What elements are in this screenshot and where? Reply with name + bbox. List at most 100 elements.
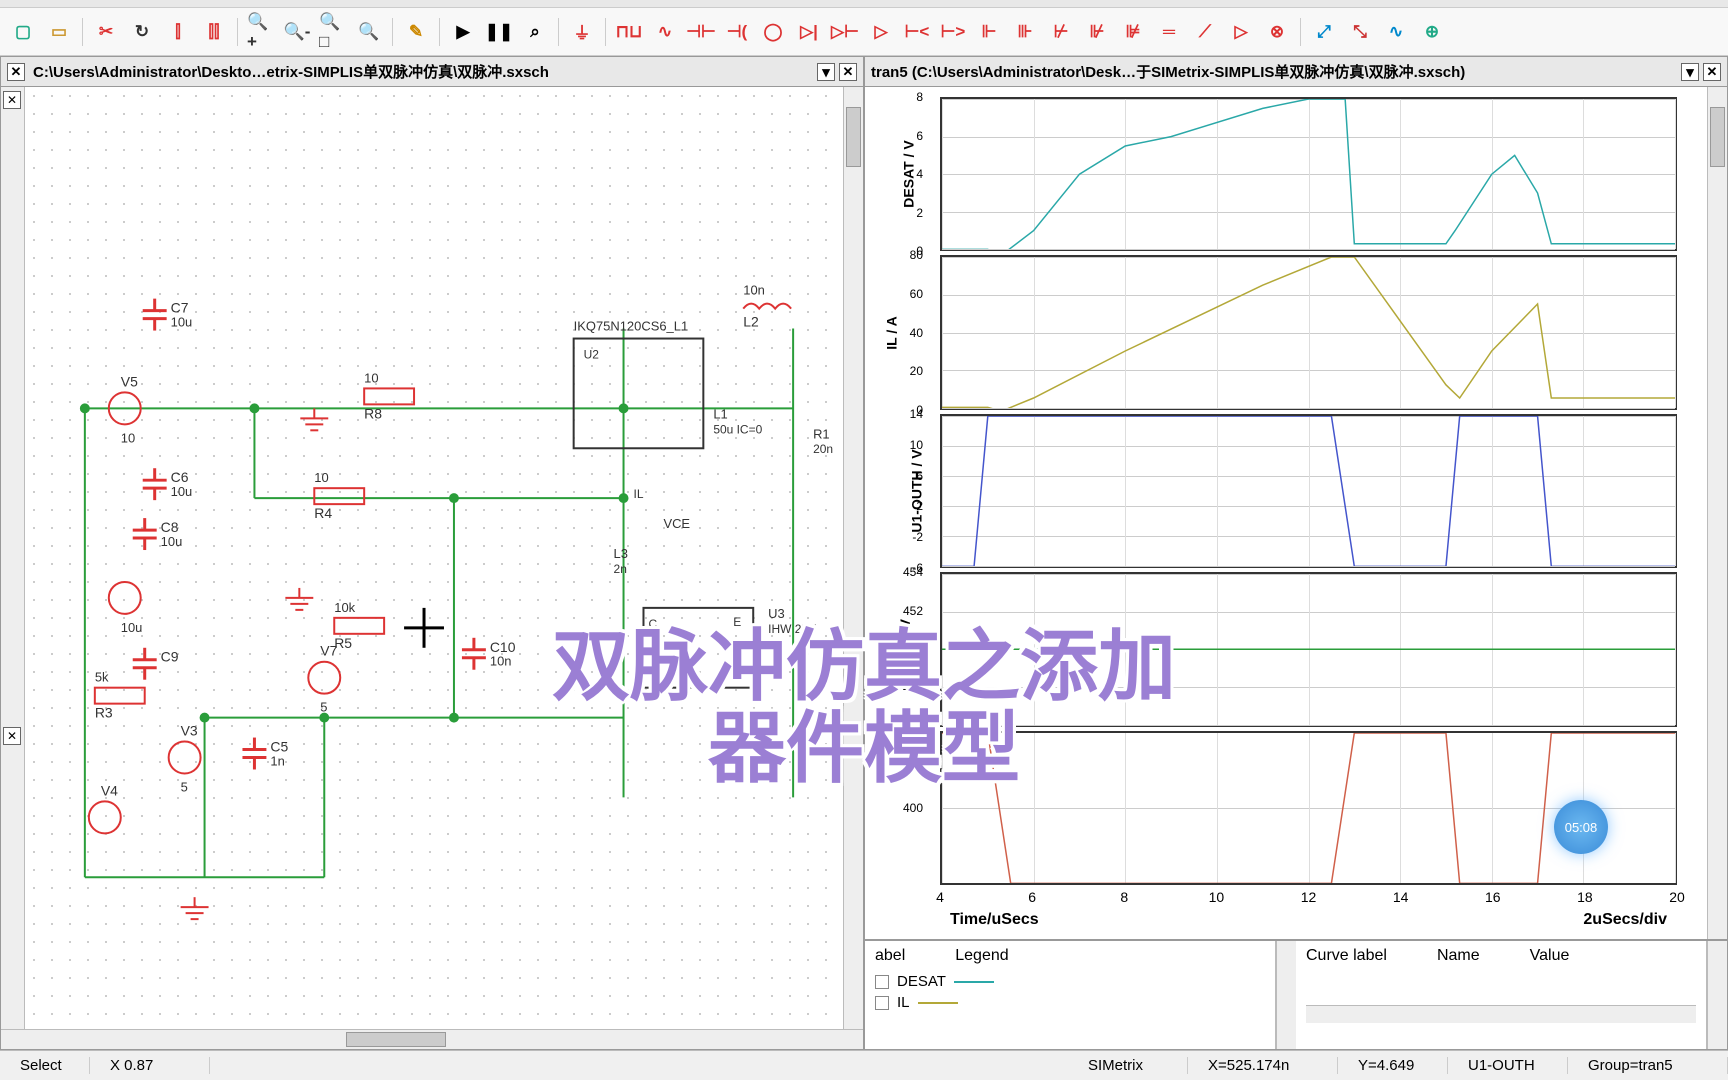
schematic-pane: ✕ C:\Users\Administrator\Deskto…etrix-SI… [0, 56, 864, 1050]
probe-diff-button[interactable]: ∿ [1381, 17, 1411, 47]
inductor-button[interactable]: ∿ [650, 17, 680, 47]
vertical-scrollbar[interactable] [843, 87, 863, 1029]
edit-pencil-button[interactable]: ✎ [401, 17, 431, 47]
svg-text:10k: 10k [334, 600, 355, 615]
svg-text:R8: R8 [364, 405, 382, 421]
diode2-button[interactable]: ▷ [866, 17, 896, 47]
legend-vscroll2[interactable] [1707, 941, 1727, 1049]
ground-button[interactable]: ⏚ [567, 17, 597, 47]
status-mode: Select [0, 1057, 90, 1074]
svg-text:10u: 10u [171, 315, 193, 330]
svg-text:IHW 25N: IHW 25N [768, 622, 817, 636]
pause-sim-button[interactable]: ❚❚ [484, 17, 514, 47]
redo-button[interactable]: ↻ [127, 17, 157, 47]
svg-text:10: 10 [314, 470, 328, 485]
schematic-path: C:\Users\Administrator\Deskto…etrix-SIMP… [33, 61, 549, 82]
new-file-button[interactable]: ▢ [8, 17, 38, 47]
xaxis-div: 2uSecs/div [1583, 911, 1667, 929]
zoom-select-button[interactable]: 🔍 [354, 17, 384, 47]
status-engine: SIMetrix [1068, 1057, 1188, 1074]
npn-button[interactable]: ⊢< [902, 17, 932, 47]
vsource-button[interactable]: ◯ [758, 17, 788, 47]
close-tab-icon[interactable]: ✕ [1703, 63, 1721, 81]
resistor-button[interactable]: ⊓⊔ [614, 17, 644, 47]
igbt-button[interactable]: ⊯ [1118, 17, 1148, 47]
schematic-canvas[interactable]: C710uV510C610uC810u10uC95kR3V35C51nV4V75… [25, 87, 843, 1029]
comp-x-button[interactable]: ⊗ [1262, 17, 1292, 47]
dropdown-icon[interactable]: ▾ [817, 63, 835, 81]
pnp-button[interactable]: ⊢> [938, 17, 968, 47]
svg-text:U2: U2 [584, 347, 600, 361]
svg-text:C: C [648, 617, 657, 631]
pmos-button[interactable]: ⊪ [1010, 17, 1040, 47]
jfet-p-button[interactable]: ⊮ [1082, 17, 1112, 47]
delete-net-button[interactable]: ⫿⫿ [199, 17, 229, 47]
legend-item[interactable]: IL [875, 992, 1265, 1013]
svg-text:10: 10 [364, 370, 378, 385]
main-toolbar: ▢▭✂↻⫿⫿⫿🔍+🔍-🔍□🔍✎▶❚❚⌕⏚⊓⊔∿⊣⊢⊣(◯▷|▷⊢▷⊢<⊢>⊩⊪⊬… [0, 8, 1728, 56]
sidebar-close-icon[interactable]: ✕ [3, 91, 21, 109]
tline-button[interactable]: ═ [1154, 17, 1184, 47]
close-icon[interactable]: ✕ [7, 63, 25, 81]
svg-text:5: 5 [320, 700, 327, 715]
checkbox[interactable] [875, 996, 889, 1010]
capacitor-button[interactable]: ⊣⊢ [686, 17, 716, 47]
chart-row-2[interactable]: U1-OUTH / V-6-2261014 [925, 414, 1677, 568]
nmos-button[interactable]: ⊩ [974, 17, 1004, 47]
legend-vscroll[interactable] [1276, 941, 1296, 1049]
svg-text:10n: 10n [743, 283, 765, 298]
probe-add-button[interactable]: ⊕ [1417, 17, 1447, 47]
svg-text:C9: C9 [161, 649, 179, 665]
svg-text:2n: 2n [614, 562, 627, 576]
svg-text:10u: 10u [121, 620, 143, 635]
zoom-out-button[interactable]: 🔍- [282, 17, 312, 47]
cut-button[interactable]: ✂ [91, 17, 121, 47]
checkbox[interactable] [875, 975, 889, 989]
svg-text:50u IC=0: 50u IC=0 [713, 422, 762, 436]
legend-panel: abel Legend DESATIL Curve labelNameValue [865, 939, 1727, 1049]
svg-text:5: 5 [181, 779, 188, 794]
status-x: X=525.174n [1188, 1057, 1338, 1074]
svg-text:V4: V4 [101, 782, 118, 798]
svg-text:L3: L3 [614, 546, 628, 561]
open-file-button[interactable]: ▭ [44, 17, 74, 47]
capacitor-pol-button[interactable]: ⊣( [722, 17, 752, 47]
delete-wire-button[interactable]: ⫿ [163, 17, 193, 47]
probe-v-button[interactable]: ⤢ [1309, 17, 1339, 47]
svg-text:C7: C7 [171, 300, 189, 316]
close-tab-icon[interactable]: ✕ [839, 63, 857, 81]
jfet-n-button[interactable]: ⊬ [1046, 17, 1076, 47]
diode-button[interactable]: ▷| [794, 17, 824, 47]
svg-text:R3: R3 [95, 705, 113, 721]
sidebar-close2-icon[interactable]: ✕ [3, 727, 21, 745]
svg-text:R5: R5 [334, 635, 352, 651]
svg-text:IKQ75N120CS6_L1: IKQ75N120CS6_L1 [574, 319, 689, 334]
chart-row-3[interactable]: VBUS / V446448450452454 [925, 572, 1677, 726]
svg-text:E: E [733, 615, 741, 629]
legend-item[interactable]: DESAT [875, 971, 1265, 992]
workspace: ✕ C:\Users\Administrator\Deskto…etrix-SI… [0, 56, 1728, 1050]
dropdown-icon[interactable]: ▾ [1681, 63, 1699, 81]
timestamp-badge: 05:08 [1554, 800, 1608, 854]
switch-button[interactable]: ⟋ [1190, 17, 1220, 47]
chart-row-0[interactable]: DESAT / V02468 [925, 97, 1677, 251]
legend-hscroll[interactable] [1306, 1005, 1696, 1023]
opamp-button[interactable]: ▷ [1226, 17, 1256, 47]
svg-text:10: 10 [121, 430, 135, 445]
zoom-fit-button[interactable]: 🔍□ [318, 17, 348, 47]
svg-text:5k: 5k [95, 670, 109, 685]
zoom-in-button[interactable]: 🔍+ [246, 17, 276, 47]
probe-i-button[interactable]: ⤡ [1345, 17, 1375, 47]
svg-text:C6: C6 [171, 469, 189, 485]
vertical-scrollbar[interactable] [1707, 87, 1727, 939]
status-zoom: X 0.87 [90, 1057, 210, 1074]
horizontal-scrollbar[interactable] [1, 1029, 863, 1049]
legend-header-legend: Legend [955, 947, 1008, 965]
find-button[interactable]: ⌕ [520, 17, 550, 47]
zener-button[interactable]: ▷⊢ [830, 17, 860, 47]
run-sim-button[interactable]: ▶ [448, 17, 478, 47]
legend-col-header: Value [1530, 947, 1570, 965]
chart-row-1[interactable]: IL / A020406080 [925, 255, 1677, 409]
schematic-titlebar: ✕ C:\Users\Administrator\Deskto…etrix-SI… [1, 57, 863, 87]
svg-text:G: G [648, 637, 657, 651]
